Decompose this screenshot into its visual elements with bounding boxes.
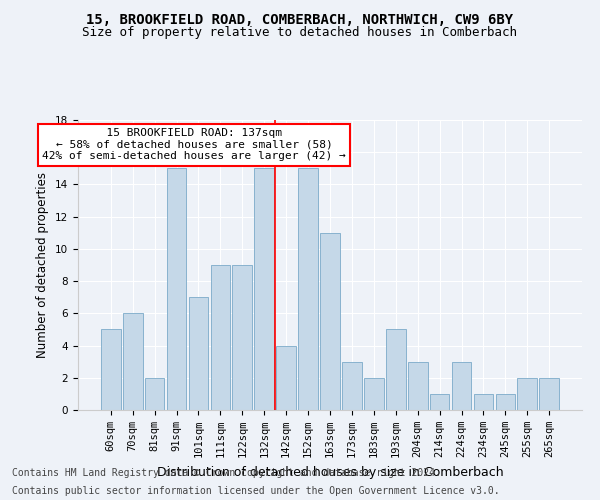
Bar: [167, 168, 187, 410]
Bar: [386, 330, 406, 410]
Bar: [211, 265, 230, 410]
Bar: [496, 394, 515, 410]
Bar: [188, 297, 208, 410]
Bar: [452, 362, 472, 410]
Bar: [232, 265, 252, 410]
Y-axis label: Number of detached properties: Number of detached properties: [37, 172, 49, 358]
Bar: [364, 378, 384, 410]
Bar: [539, 378, 559, 410]
Bar: [145, 378, 164, 410]
Bar: [320, 233, 340, 410]
Bar: [254, 168, 274, 410]
Bar: [473, 394, 493, 410]
Text: 15 BROOKFIELD ROAD: 137sqm  
← 58% of detached houses are smaller (58)
42% of se: 15 BROOKFIELD ROAD: 137sqm ← 58% of deta…: [42, 128, 346, 162]
Text: Size of property relative to detached houses in Comberbach: Size of property relative to detached ho…: [83, 26, 517, 39]
X-axis label: Distribution of detached houses by size in Comberbach: Distribution of detached houses by size …: [157, 466, 503, 478]
Bar: [517, 378, 537, 410]
Bar: [430, 394, 449, 410]
Text: Contains public sector information licensed under the Open Government Licence v3: Contains public sector information licen…: [12, 486, 500, 496]
Bar: [408, 362, 428, 410]
Bar: [298, 168, 318, 410]
Bar: [101, 330, 121, 410]
Bar: [342, 362, 362, 410]
Text: 15, BROOKFIELD ROAD, COMBERBACH, NORTHWICH, CW9 6BY: 15, BROOKFIELD ROAD, COMBERBACH, NORTHWI…: [86, 12, 514, 26]
Text: Contains HM Land Registry data © Crown copyright and database right 2024.: Contains HM Land Registry data © Crown c…: [12, 468, 441, 477]
Bar: [276, 346, 296, 410]
Bar: [123, 314, 143, 410]
